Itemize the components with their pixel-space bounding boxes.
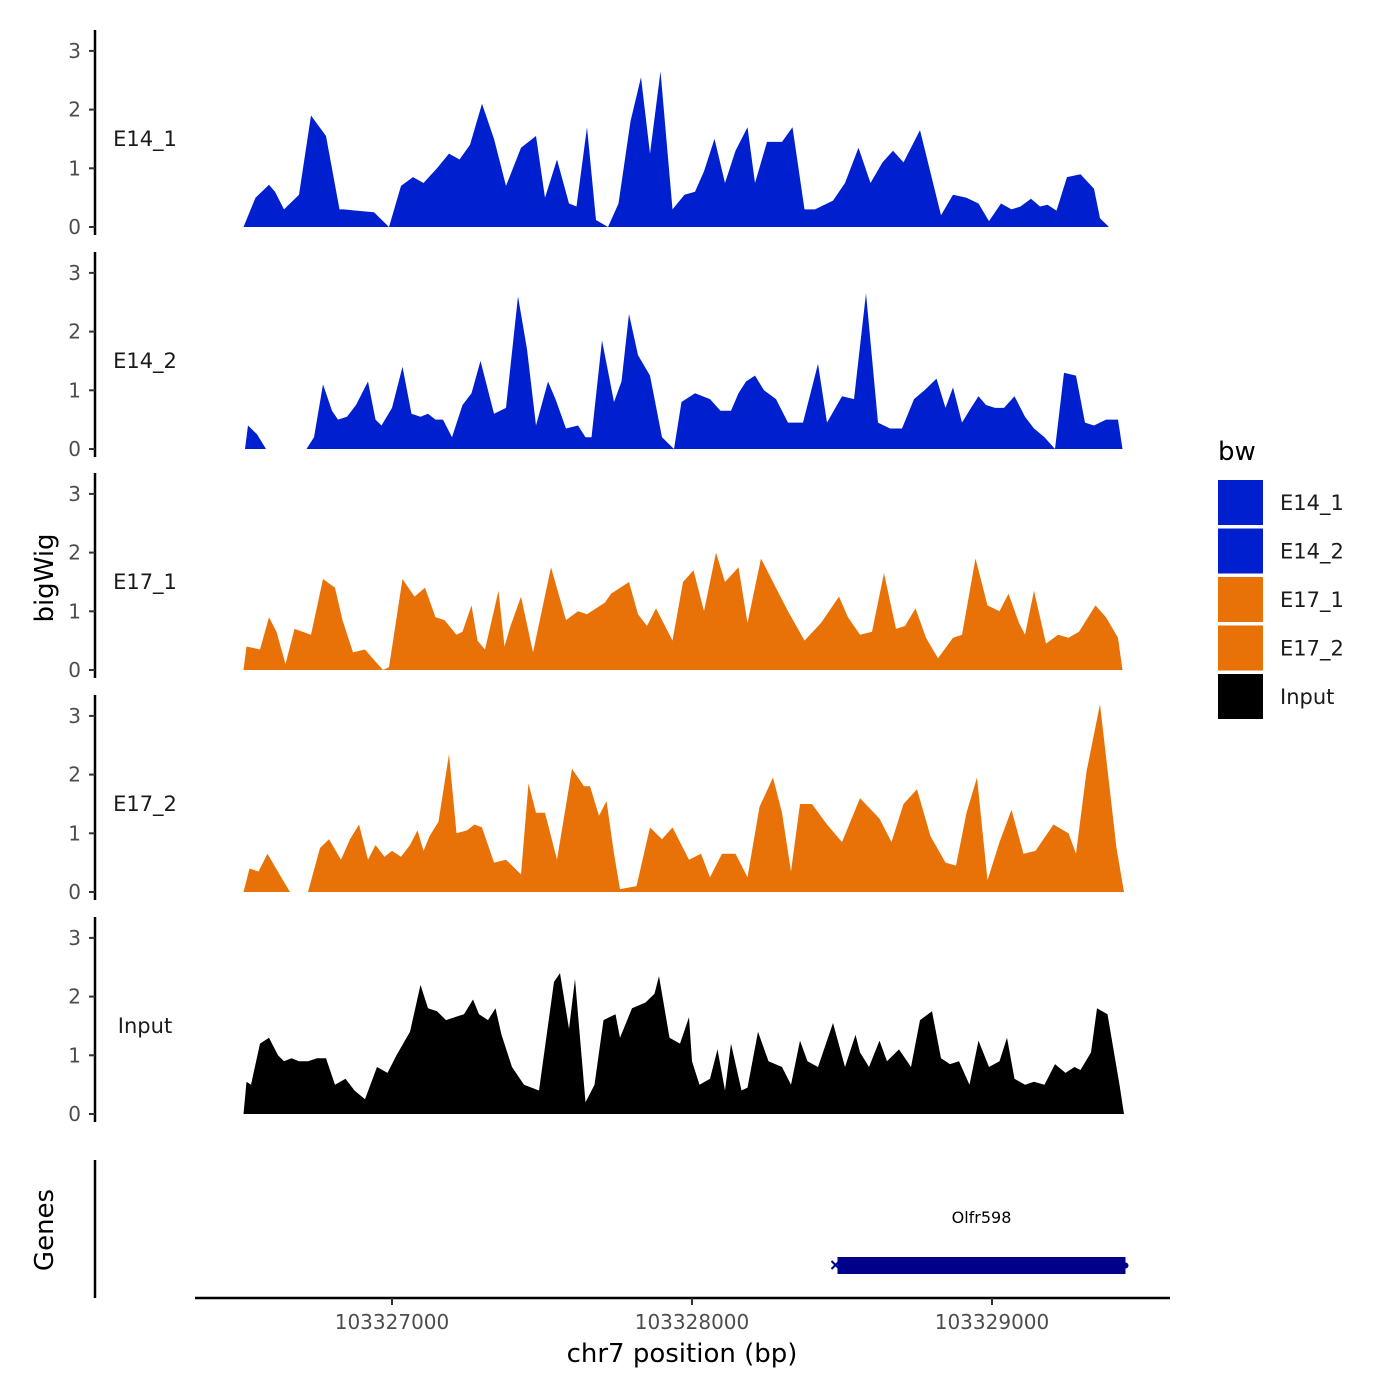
legend-label: E17_2 [1280,637,1344,662]
track-label: E14_1 [113,127,177,152]
area-Input [243,973,1124,1114]
gene-end-marker [1122,1262,1129,1269]
genes-layer: Olfr598 [93,1160,1129,1298]
tracks-layer: 0 1 2 3 E14_1 0 1 2 3 E14_2 0 1 2 3 E17_1 0 1 2 3 E17_2 0 1 2 3… [68,30,1124,1126]
track-panel-E17_1: 0 1 2 3 E17_1 [68,473,1123,682]
genes-axis-title: Genes [30,1189,60,1271]
gene-label: Olfr598 [952,1208,1012,1227]
legend-swatch [1218,625,1263,671]
y-tick-label: 2 [68,320,81,344]
legend-swatch [1218,528,1263,574]
track-panel-E14_2: 0 1 2 3 E14_2 [68,252,1123,461]
y-tick-label: 0 [68,658,81,682]
x-axis-title: chr7 position (bp) [567,1339,798,1369]
y-tick-label: 2 [68,763,81,787]
y-tick-label: 1 [68,599,81,623]
y-tick-label: 1 [68,821,81,845]
legend-swatch [1218,480,1263,525]
y-tick-label: 2 [68,541,81,565]
area-E14_2 [245,293,1123,449]
track-label: Input [118,1014,172,1038]
legend-label: E14_2 [1280,540,1344,565]
y-tick-label: 3 [68,39,81,63]
y-tick-label: 0 [68,880,81,904]
y-tick-label: 3 [68,704,81,728]
y-tick-label: 2 [68,98,81,122]
y-tick-label: 0 [68,437,81,461]
y-tick-label: 1 [68,378,81,402]
gene-bar [837,1257,1126,1274]
y-tick-label: 3 [68,926,81,950]
track-label: E17_1 [113,570,177,595]
y-tick-label: 1 [68,156,81,180]
gene-strand-marker [830,1260,841,1270]
y-tick-label: 0 [68,215,81,239]
legend: E14_1 E14_2 E17_1 E17_2 Input [1218,480,1344,719]
legend-label: Input [1280,685,1334,709]
y-tick-label: 2 [68,985,81,1009]
area-E17_2 [243,704,1124,892]
legend-title: bw [1218,437,1256,467]
y-tick-label: 3 [68,261,81,285]
area-E14_1 [243,71,1121,228]
legend-label: E17_1 [1280,588,1344,613]
legend-label: E14_1 [1280,491,1344,516]
x-tick-label: 103329000 [935,1310,1050,1334]
y-tick-label: 0 [68,1102,81,1126]
x-axis: 103327000 103328000 103329000 [195,1296,1170,1334]
legend-swatch [1218,674,1263,719]
track-label: E17_2 [113,792,177,817]
y-axis-title: bigWig [30,533,60,622]
track-label: E14_2 [113,349,177,374]
area-E17_1 [243,552,1123,670]
x-tick-label: 103327000 [335,1310,450,1334]
track-panel-E14_1: 0 1 2 3 E14_1 [68,30,1121,239]
x-tick-label: 103328000 [635,1310,750,1334]
track-panel-E17_2: 0 1 2 3 E17_2 [68,695,1124,904]
y-tick-label: 3 [68,482,81,506]
y-tick-label: 1 [68,1043,81,1067]
legend-swatch [1218,577,1263,622]
track-panel-Input: 0 1 2 3 Input [68,917,1124,1126]
